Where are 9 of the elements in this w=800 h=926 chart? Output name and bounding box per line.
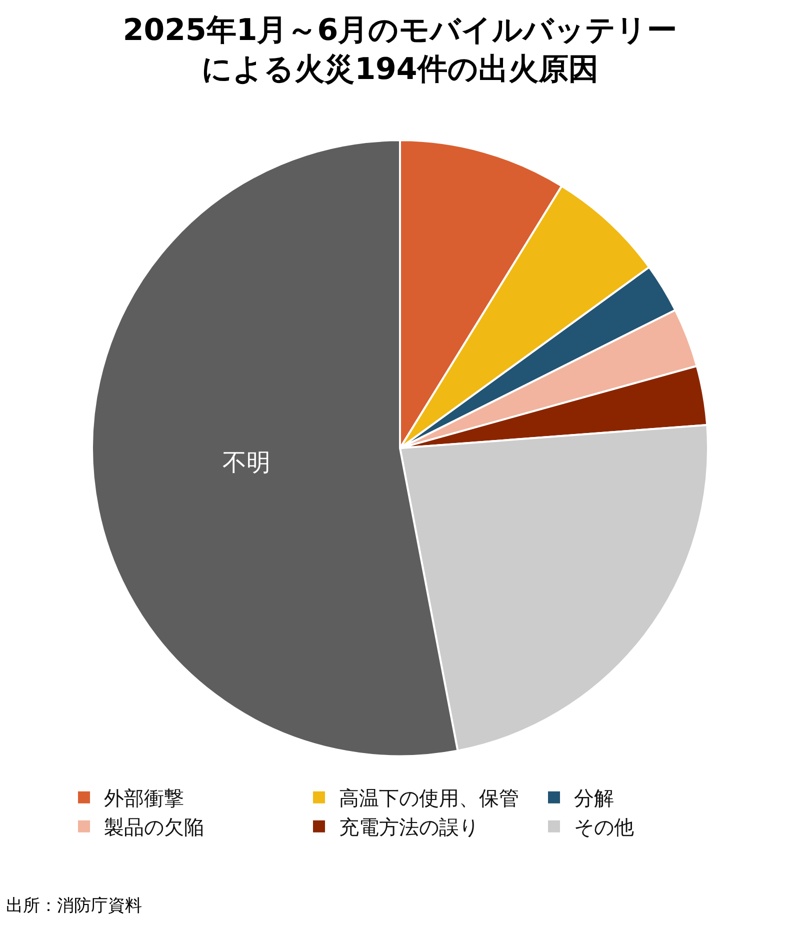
slice-label: 不明 (222, 448, 271, 477)
legend-label: その他 (574, 815, 634, 840)
legend-label: 分解 (574, 786, 614, 810)
text: 出所：消防庁資料 (6, 896, 142, 916)
legend-label: 高温下の使用、保管 (339, 786, 519, 810)
legend-label: 充電方法の誤り (339, 815, 479, 840)
legend-label: 外部衝撃 (104, 786, 184, 810)
legend-label: 製品の欠陥 (104, 815, 204, 840)
chart-title: 2025年1月～6月のモバイルバッテリーによる火災194件の出火原因 (122, 13, 678, 87)
